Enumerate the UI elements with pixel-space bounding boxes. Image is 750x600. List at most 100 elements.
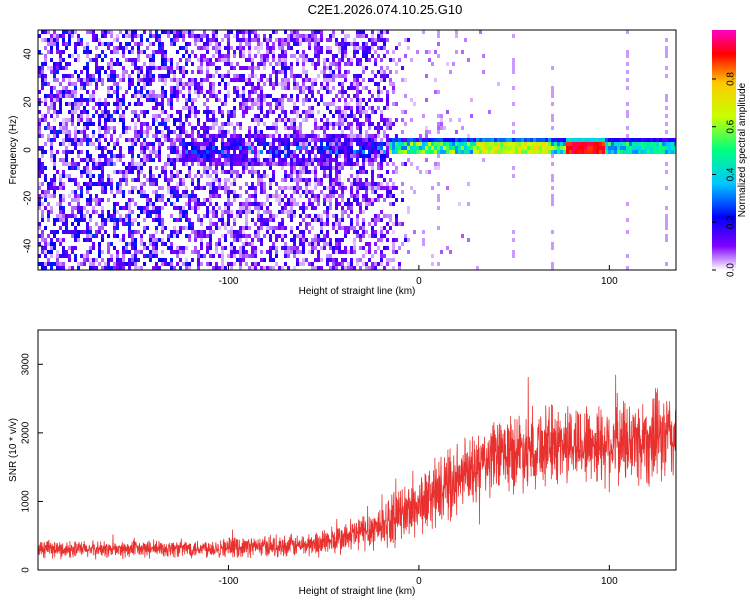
heatmap-cell	[335, 74, 338, 78]
heatmap-cell	[587, 138, 590, 142]
heatmap-cell	[161, 142, 164, 146]
heatmap-cell	[239, 186, 242, 190]
heatmap-cell	[236, 142, 239, 146]
heatmap-cell	[389, 202, 392, 206]
heatmap-cell	[224, 58, 227, 62]
heatmap-cell	[380, 158, 383, 162]
heatmap-cell	[194, 110, 197, 114]
heatmap-cell	[230, 158, 233, 162]
heatmap-cell	[479, 142, 482, 146]
heatmap-cell	[380, 90, 383, 94]
heatmap-cell	[182, 70, 185, 74]
heatmap-cell	[53, 194, 56, 198]
heatmap-cell	[410, 150, 413, 154]
heatmap-cell	[242, 162, 245, 166]
heatmap-cell	[119, 178, 122, 182]
heatmap-cell	[146, 206, 149, 210]
heatmap-cell	[134, 218, 137, 222]
heatmap-cell	[62, 198, 65, 202]
heatmap-cell	[560, 138, 563, 142]
heatmap-cell	[86, 70, 89, 74]
heatmap-cell	[113, 262, 116, 266]
heatmap-cell	[374, 234, 377, 238]
heatmap-cell	[512, 34, 515, 38]
heatmap-cell	[101, 210, 104, 214]
heatmap-cell	[446, 146, 449, 150]
heatmap-cell	[326, 214, 329, 218]
heatmap-cell	[434, 138, 437, 142]
heatmap-cell	[437, 122, 440, 126]
heatmap-cell	[125, 42, 128, 46]
heatmap-cell	[212, 126, 215, 130]
heatmap-cell	[233, 106, 236, 110]
heatmap-cell	[134, 102, 137, 106]
heatmap-cell	[65, 254, 68, 258]
heatmap-cell	[152, 202, 155, 206]
heatmap-cell	[71, 30, 74, 34]
heatmap-cell	[137, 266, 140, 270]
heatmap-cell	[392, 58, 395, 62]
heatmap-cell	[263, 162, 266, 166]
heatmap-cell	[110, 74, 113, 78]
heatmap-cell	[665, 226, 668, 230]
heatmap-cell	[176, 254, 179, 258]
heatmap-cell	[278, 142, 281, 146]
heatmap-cell	[179, 58, 182, 62]
heatmap-cell	[584, 146, 587, 150]
heatmap-cell	[98, 106, 101, 110]
heatmap-cell	[326, 126, 329, 130]
heatmap-cell	[62, 218, 65, 222]
heatmap-cell	[518, 142, 521, 146]
heatmap-cell	[566, 146, 569, 150]
heatmap-cell	[287, 46, 290, 50]
heatmap-cell	[179, 258, 182, 262]
heatmap-cell	[575, 146, 578, 150]
heatmap-cell	[173, 130, 176, 134]
heatmap-cell	[356, 58, 359, 62]
heatmap-cell	[188, 194, 191, 198]
heatmap-cell	[377, 186, 380, 190]
heatmap-cell	[167, 118, 170, 122]
heatmap-cell	[164, 202, 167, 206]
heatmap-cell	[230, 174, 233, 178]
heatmap-cell	[407, 250, 410, 254]
heatmap-cell	[218, 218, 221, 222]
heatmap-cell	[563, 150, 566, 154]
heatmap-cell	[242, 158, 245, 162]
heatmap-cell	[314, 98, 317, 102]
heatmap-cell	[275, 150, 278, 154]
heatmap-cell	[650, 146, 653, 150]
heatmap-cell	[341, 42, 344, 46]
heatmap-cell	[221, 102, 224, 106]
heatmap-cell	[188, 78, 191, 82]
heatmap-cell	[347, 262, 350, 266]
heatmap-cell	[548, 142, 551, 146]
heatmap-cell	[326, 166, 329, 170]
heatmap-cell	[257, 86, 260, 90]
heatmap-cell	[329, 102, 332, 106]
heatmap-cell	[437, 130, 440, 134]
heatmap-cell	[68, 90, 71, 94]
heatmap-cell	[239, 74, 242, 78]
heatmap-cell	[248, 142, 251, 146]
heatmap-cell	[41, 78, 44, 82]
heatmap-cell	[62, 158, 65, 162]
heatmap-cell	[53, 154, 56, 158]
heatmap-cell	[287, 42, 290, 46]
heatmap-cell	[449, 118, 452, 122]
heatmap-cell	[593, 138, 596, 142]
heatmap-cell	[335, 250, 338, 254]
heatmap-cell	[284, 54, 287, 58]
heatmap-cell	[185, 190, 188, 194]
heatmap-cell	[341, 186, 344, 190]
heatmap-cell	[215, 262, 218, 266]
heatmap-cell	[122, 130, 125, 134]
heatmap-cell	[104, 106, 107, 110]
heatmap-cell	[362, 66, 365, 70]
heatmap-cell	[299, 250, 302, 254]
heatmap-cell	[257, 62, 260, 66]
heatmap-cell	[230, 142, 233, 146]
heatmap-cell	[113, 246, 116, 250]
heatmap-cell	[467, 202, 470, 206]
heatmap-cell	[446, 186, 449, 190]
